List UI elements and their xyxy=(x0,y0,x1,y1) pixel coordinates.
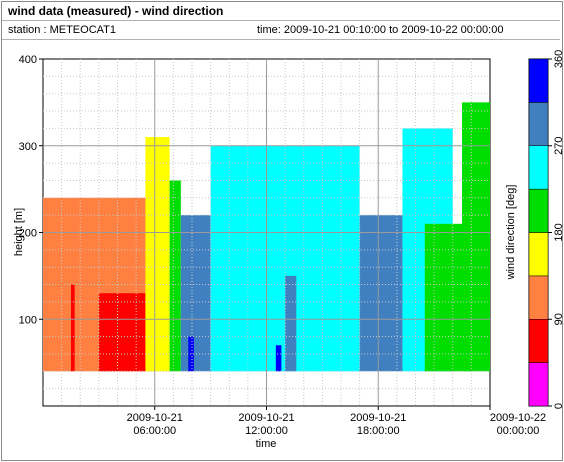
grid-lines xyxy=(43,59,490,406)
colorbar-bin xyxy=(528,319,549,363)
colorbar-tick-label: 180 xyxy=(553,223,564,241)
x-tick-label-time: 00:00:00 xyxy=(497,425,540,437)
heatmap-region xyxy=(359,215,403,372)
time-range-label: time: 2009-10-21 00:10:00 to 2009-10-22 … xyxy=(257,24,504,36)
x-tick-label-date: 2009-10-22 xyxy=(490,412,546,424)
y-axis-label: height [m] xyxy=(13,208,25,256)
x-tick-label-date: 2009-10-21 xyxy=(238,412,294,424)
colorbar-bin xyxy=(528,232,549,277)
y-tick-label: 400 xyxy=(19,54,37,66)
y-axis-ticks: 100 200 300 400 xyxy=(19,54,43,326)
colorbar-bin xyxy=(528,275,549,320)
heatmap-region xyxy=(462,102,490,372)
colorbar xyxy=(528,58,549,407)
heatmap-cells xyxy=(43,102,490,372)
colorbar-bin xyxy=(528,362,549,407)
x-tick-label-time: 06:00:00 xyxy=(133,425,176,437)
heatmap-region xyxy=(145,137,170,372)
x-tick-label-time: 12:00:00 xyxy=(245,425,288,437)
heatmap-region xyxy=(180,215,211,372)
colorbar-bin xyxy=(528,145,549,190)
colorbar-tick-label: 0 xyxy=(553,403,564,409)
heatmap-region xyxy=(285,275,297,372)
colorbar-ticks: 0 90 180 270 360 xyxy=(548,50,564,409)
colorbar-tick-label: 270 xyxy=(553,137,564,155)
colorbar-bin xyxy=(528,58,549,103)
x-axis-label: time xyxy=(256,438,277,450)
info-bar: station : METEOCAT1 time: 2009-10-21 00:… xyxy=(2,21,560,40)
x-tick-label-date: 2009-10-21 xyxy=(350,412,406,424)
heatmap-region xyxy=(169,180,181,372)
station-label: station : METEOCAT1 xyxy=(8,24,116,36)
y-tick-label: 100 xyxy=(19,314,37,326)
heatmap-region xyxy=(70,284,75,372)
colorbar-tick-label: 360 xyxy=(553,50,564,68)
chart-title: wind data (measured) - wind direction xyxy=(8,4,224,18)
y-tick-label: 200 xyxy=(19,228,37,240)
colorbar-bin xyxy=(528,188,549,233)
heatmap-region xyxy=(188,336,194,372)
colorbar-tick-label: 90 xyxy=(553,313,564,325)
x-tick-label-time: 18:00:00 xyxy=(357,425,400,437)
x-axis-ticks: 2009-10-2106:00:002009-10-2112:00:002009… xyxy=(127,406,546,437)
title-bar: wind data (measured) - wind direction xyxy=(2,2,560,21)
y-tick-label: 300 xyxy=(19,141,37,153)
colorbar-label: wind direction [deg] xyxy=(505,185,517,281)
heatmap-region xyxy=(275,345,282,372)
x-tick-label-date: 2009-10-21 xyxy=(127,412,183,424)
heatmap-region xyxy=(98,293,146,372)
colorbar-bin xyxy=(528,102,549,146)
